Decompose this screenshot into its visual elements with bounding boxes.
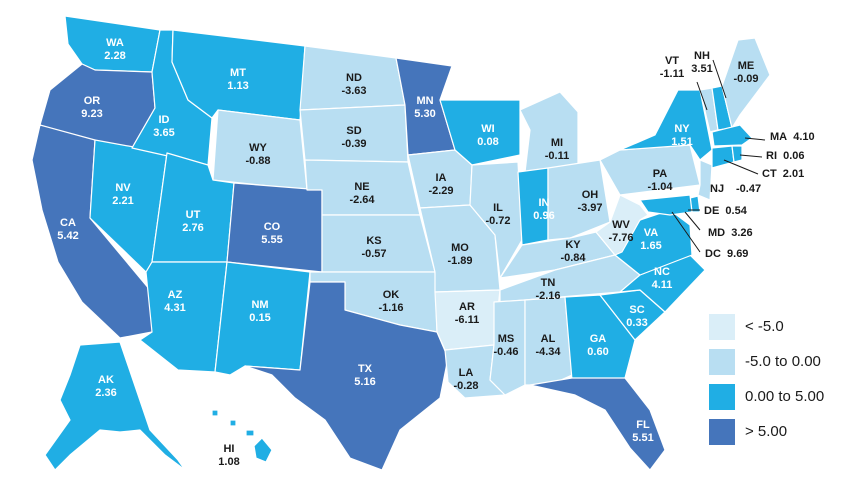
- state-TX: [244, 281, 449, 471]
- state-RI: [731, 145, 743, 163]
- state-WA: [64, 15, 161, 73]
- state-OH: [547, 159, 611, 241]
- state-AZ: [139, 261, 228, 373]
- state-NJ: [697, 159, 713, 201]
- label-RI: RI 0.06: [766, 150, 805, 162]
- state-ND: [299, 45, 406, 111]
- state-WY: [212, 109, 308, 191]
- state-HI-maui: [245, 429, 255, 437]
- state-GA: [564, 294, 636, 381]
- legend-label: 0.00 to 5.00: [745, 388, 825, 405]
- state-IN: [517, 167, 549, 246]
- leader-lines: [671, 59, 766, 253]
- legend-item: -5.0 to 0.00: [709, 349, 849, 375]
- legend-swatch: [709, 419, 735, 445]
- label-DE: DE 0.54: [704, 205, 747, 217]
- label-CT: CT 2.01: [762, 168, 805, 180]
- state-AL: [524, 296, 573, 386]
- state-MD: [639, 194, 693, 216]
- state-NE: [304, 159, 421, 216]
- legend-label: > 5.00: [745, 423, 788, 440]
- state-IA: [407, 149, 473, 209]
- state-FL: [529, 377, 666, 471]
- state-ME: [721, 37, 771, 129]
- state-MA: [711, 124, 753, 147]
- legend-swatch: [709, 349, 735, 375]
- label-DC: DC 9.69: [705, 248, 749, 260]
- legend-item: > 5.00: [709, 419, 849, 445]
- state-AK: [44, 341, 186, 471]
- legend-item: 0.00 to 5.00: [709, 384, 849, 410]
- state-NY: [619, 89, 713, 161]
- legend-label: < -5.0: [745, 318, 784, 335]
- state-MS: [489, 299, 526, 396]
- legend-item: < -5.0: [709, 314, 849, 340]
- legend-swatch: [709, 314, 735, 340]
- state-WI: [439, 99, 521, 166]
- state-CO: [226, 182, 323, 273]
- state-SD: [299, 104, 409, 163]
- label-NJ: NJ: [710, 183, 725, 195]
- label-NJ-value: -0.47: [736, 183, 762, 195]
- state-HI-oahu: [229, 419, 237, 427]
- state-MI: [519, 91, 579, 173]
- state-HI-big: [253, 437, 273, 463]
- legend-swatch: [709, 384, 735, 410]
- state-HI-kauai: [211, 409, 219, 417]
- state-WV: [595, 194, 649, 256]
- state-CT: [711, 145, 735, 169]
- state-PA: [599, 144, 701, 196]
- state-NM: [214, 261, 311, 376]
- label-MD: MD 3.26: [708, 227, 753, 239]
- state-KS: [321, 214, 436, 273]
- legend-label: -5.0 to 0.00: [745, 353, 821, 370]
- state-AR: [434, 289, 501, 351]
- label-MA: MA 4.10: [770, 131, 815, 143]
